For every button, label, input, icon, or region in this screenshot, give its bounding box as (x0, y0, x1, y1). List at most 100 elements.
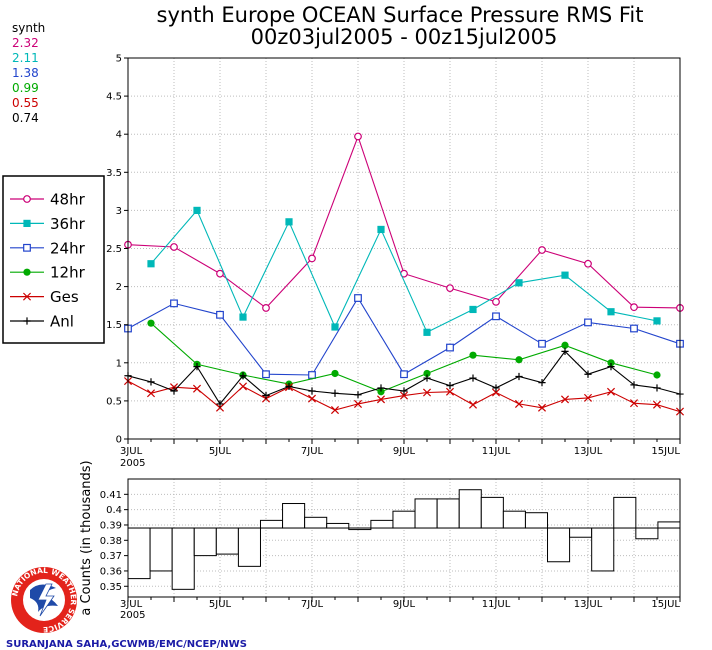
data-point-48hr (492, 297, 500, 306)
data-point-anl (607, 363, 615, 371)
count-x-year-label: 2005 (120, 610, 145, 621)
count-y-tick-label: 0.35 (100, 582, 122, 593)
data-point-anl (331, 389, 339, 397)
data-point-anl (193, 363, 201, 371)
data-point-anl (538, 379, 546, 387)
count-bar (282, 503, 306, 529)
data-point-36hr (147, 260, 155, 268)
data-point-48hr (170, 243, 178, 251)
count-y-tick-label: 0.36 (100, 566, 122, 577)
data-point-ges (146, 389, 156, 398)
main-x-tick-label: 5JUL (209, 446, 232, 457)
legend-marker-36hr (23, 219, 31, 227)
data-point-anl (377, 384, 385, 392)
data-point-24hr (262, 370, 270, 379)
count-chart-y-ticks: 0.35 0.36 0.37 0.38 0.39 0.4 0.41 (100, 490, 128, 593)
series-12hr (147, 319, 661, 396)
data-point-24hr (216, 310, 224, 319)
data-point-ges (307, 394, 317, 403)
data-point-12hr (515, 356, 523, 364)
series-anl (124, 347, 684, 408)
credit-text: SURANJANA SAHA,GCWMB/EMC/NCEP/NWS (6, 639, 247, 650)
count-x-tick-label: 5JUL (209, 599, 232, 610)
data-point-ges (422, 388, 432, 397)
count-y-tick-label: 0.4 (106, 505, 122, 516)
data-point-ges (376, 395, 386, 404)
data-point-anl (446, 382, 454, 390)
data-point-anl (285, 382, 293, 391)
data-point-anl (354, 391, 362, 399)
data-point-36hr (423, 328, 431, 336)
count-bar (635, 527, 659, 540)
data-point-anl (423, 374, 431, 382)
chart-title-line1: synth Europe OCEAN Surface Pressure RMS … (157, 3, 644, 27)
data-point-anl (216, 400, 224, 408)
data-point-ges (353, 399, 363, 408)
data-point-24hr (308, 371, 316, 379)
data-point-ges (330, 406, 340, 415)
data-point-36hr (285, 218, 293, 226)
main-chart-x-ticks: 3JUL 5JUL 7JUL 9JUL 11JUL 13JUL 15JUL 2005 (120, 439, 681, 469)
data-point-ges (606, 387, 616, 396)
count-bar (414, 498, 438, 529)
legend-label-ges: Ges (50, 288, 79, 306)
count-bar (304, 516, 328, 529)
data-point-anl (653, 384, 661, 392)
data-point-36hr (515, 279, 523, 287)
main-y-tick-label: 2 (116, 282, 122, 293)
legend-label-24hr: 24hr (50, 239, 86, 257)
data-point-ges (192, 384, 202, 393)
count-y-tick-label: 0.41 (100, 490, 122, 501)
count-bar (215, 527, 239, 555)
main-x-tick-label: 13JUL (574, 446, 603, 457)
data-point-48hr (216, 269, 224, 278)
legend-marker-ges (22, 292, 32, 301)
data-point-36hr (607, 308, 615, 316)
data-point-48hr (630, 303, 638, 312)
data-point-12hr (423, 369, 431, 378)
data-point-48hr (308, 254, 316, 263)
data-point-ges (491, 388, 501, 397)
count-bar (569, 527, 593, 538)
data-point-36hr (469, 305, 477, 314)
main-y-tick-label: 5 (116, 54, 122, 65)
data-point-anl (469, 374, 477, 382)
legend-items: 48hr 36hr 24hr 12hr Ges Anl (10, 191, 86, 331)
data-point-12hr (607, 359, 615, 367)
count-x-tick-label: 11JUL (482, 599, 511, 610)
synth-value-24hr: 1.38 (12, 66, 39, 80)
synth-value-anl: 0.74 (12, 111, 39, 125)
data-point-anl (170, 387, 178, 395)
data-point-ges (629, 399, 639, 408)
legend: 48hr 36hr 24hr 12hr Ges Anl (2, 175, 105, 344)
data-point-36hr (377, 225, 385, 234)
data-point-24hr (170, 299, 178, 308)
data-point-12hr (653, 371, 661, 379)
count-chart-bars (127, 489, 681, 590)
main-x-tick-label: 9JUL (393, 446, 416, 457)
legend-marker-anl (23, 317, 31, 325)
data-point-36hr (653, 317, 661, 325)
data-point-48hr (262, 304, 270, 312)
series-48hr (124, 132, 684, 312)
data-point-anl (147, 378, 155, 386)
main-x-tick-label: 7JUL (301, 446, 324, 457)
count-bar (171, 527, 195, 590)
data-point-24hr (446, 343, 454, 352)
count-bar (127, 527, 151, 580)
count-bar (480, 496, 504, 529)
count-y-tick-label: 0.38 (100, 536, 122, 547)
count-chart-grid (128, 479, 680, 597)
data-point-36hr (561, 271, 569, 279)
data-point-ges (652, 400, 662, 409)
count-bar (613, 496, 637, 529)
count-x-tick-label: 15JUL (651, 599, 680, 610)
data-point-12hr (331, 369, 339, 378)
count-x-tick-label: 9JUL (393, 599, 416, 610)
data-point-ges (537, 403, 547, 412)
data-point-anl (584, 370, 592, 378)
count-chart-x-ticks: 3JUL 5JUL 7JUL 9JUL 11JUL 13JUL 15JUL 2005 (120, 597, 681, 621)
nws-logo-icon: NATIONAL WEATHER SERVICE (10, 566, 78, 634)
legend-label-12hr: 12hr (50, 264, 86, 282)
series-36hr (147, 206, 661, 336)
